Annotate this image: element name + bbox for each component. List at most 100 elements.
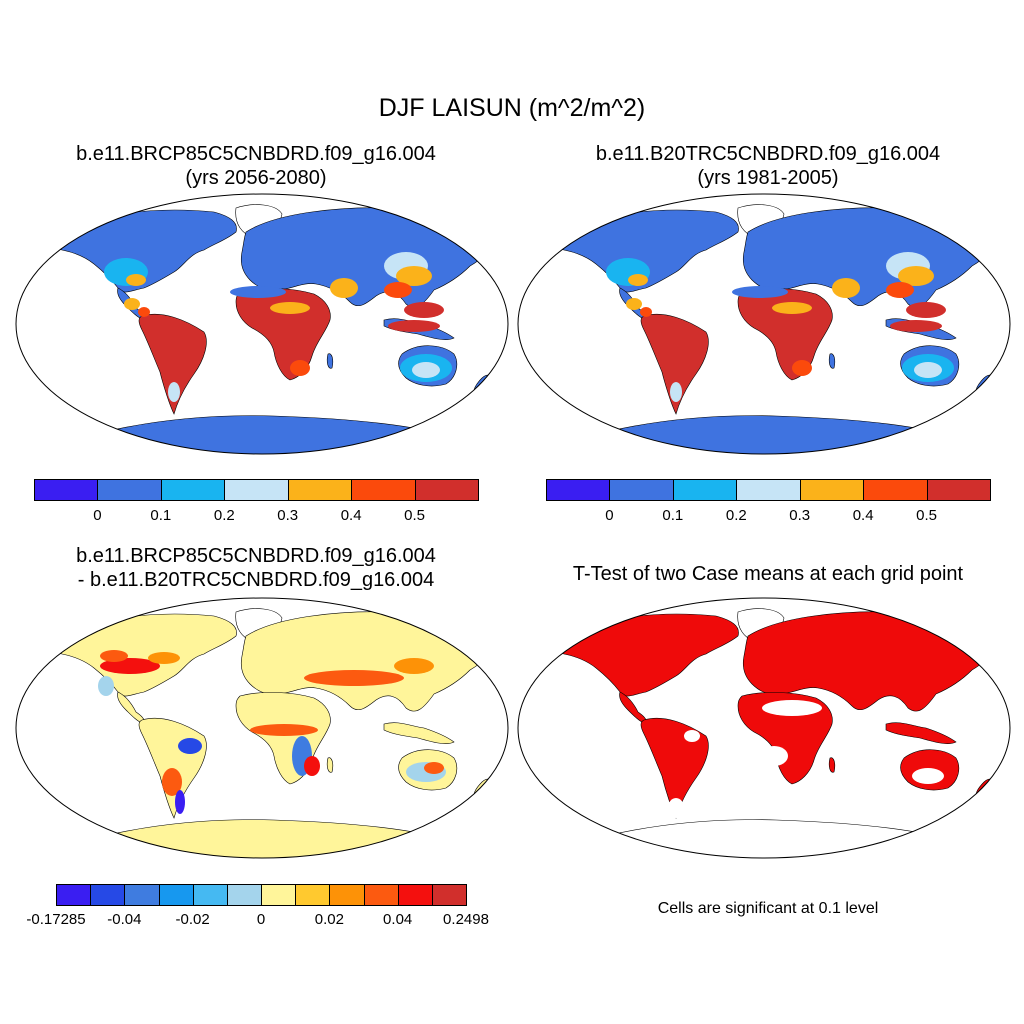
field-patch xyxy=(138,307,150,317)
continent-antarctica xyxy=(103,819,425,858)
field-patch xyxy=(886,282,914,298)
colorbar-difference xyxy=(56,884,468,906)
colorbar-swatch xyxy=(56,884,92,906)
panel3-title: b.e11.BRCP85C5CNBDRD.f09_g16.004 - b.e11… xyxy=(0,544,512,592)
field-patch xyxy=(628,274,648,286)
continent-indonesia xyxy=(885,722,957,744)
colorbar-swatch xyxy=(192,884,228,906)
field-patch xyxy=(290,360,310,376)
field-patch xyxy=(684,730,700,742)
field-patch xyxy=(906,302,946,318)
map-future-laisun xyxy=(15,193,509,455)
continent-nz xyxy=(473,374,492,399)
field-patch xyxy=(124,298,140,310)
panel2-title-line1: b.e11.B20TRC5CNBDRD.f09_g16.004 xyxy=(595,143,941,165)
colorbar-tick-label: 0.3 xyxy=(277,507,299,524)
colorbar-absolute-1 xyxy=(34,479,479,501)
continent-northAmerica xyxy=(52,209,237,293)
continent-africa xyxy=(235,288,331,381)
colorbar-swatch xyxy=(397,884,433,906)
field-patch xyxy=(100,658,160,674)
panel1-title-line2: (yrs 2056-2080) xyxy=(185,167,327,189)
continent-madagascar xyxy=(828,757,836,773)
field-patch xyxy=(772,302,812,314)
colorbar-tick-label: 0.2 xyxy=(725,507,747,524)
map-frame xyxy=(15,597,509,859)
field-patch xyxy=(626,298,642,310)
panel2-title-line2: (yrs 1981-2005) xyxy=(697,167,839,189)
colorbar-swatch xyxy=(261,884,297,906)
map-historical-laisun xyxy=(517,193,1011,455)
field-patch xyxy=(148,652,180,664)
continent-southAmerica xyxy=(138,313,207,415)
colorbar-tick-label: -0.02 xyxy=(175,911,210,928)
colorbar-swatch xyxy=(226,884,263,906)
map-frame xyxy=(517,193,1011,455)
colorbar-tick-label: 0.5 xyxy=(916,507,937,524)
significance-note: Cells are significant at 0.1 level xyxy=(657,900,879,917)
colorbar-absolute-2 xyxy=(546,479,991,501)
map-frame xyxy=(517,597,1011,859)
field-patch xyxy=(388,320,440,332)
continent-indonesia xyxy=(383,722,455,744)
field-patch xyxy=(912,768,944,784)
continent-centralAmerica xyxy=(619,691,647,725)
colorbar-tick-label: 0.5 xyxy=(404,507,425,524)
field-patch xyxy=(670,382,682,402)
field-patch xyxy=(762,700,822,716)
field-patch xyxy=(168,382,180,402)
panel4-title: T-Test of two Case means at each grid po… xyxy=(572,563,964,585)
continent-centralAmerica xyxy=(117,691,145,725)
colorbar-swatch xyxy=(158,884,194,906)
field-patch xyxy=(304,756,320,776)
colorbar-tick-label: -0.04 xyxy=(107,911,142,928)
map-ttest-significance xyxy=(517,597,1011,859)
continent-northAmerica xyxy=(554,209,739,293)
continent-northAmerica xyxy=(554,613,739,697)
colorbar-swatch xyxy=(90,884,126,906)
colorbar-swatch xyxy=(926,479,991,501)
figure-title: DJF LAISUN (m^2/m^2) xyxy=(378,94,646,122)
field-patch xyxy=(760,746,788,766)
field-patch xyxy=(126,274,146,286)
field-patch xyxy=(178,738,202,754)
field-patch xyxy=(668,798,684,818)
colorbar-tick-label: -0.17285 xyxy=(26,911,86,928)
continent-antarctica xyxy=(103,415,425,454)
colorbar-swatch xyxy=(97,479,162,501)
panel3-title-line1: b.e11.BRCP85C5CNBDRD.f09_g16.004 xyxy=(76,545,436,567)
field-patch xyxy=(412,362,440,378)
map-difference-laisun xyxy=(15,597,509,859)
field-patch xyxy=(898,266,934,286)
continent-nz xyxy=(975,374,994,399)
colorbar-swatch xyxy=(329,884,365,906)
field-patch xyxy=(394,658,434,674)
colorbar-swatch xyxy=(414,479,479,501)
continent-madagascar xyxy=(326,353,334,369)
colorbar-tick-label: 0.4 xyxy=(852,507,874,524)
colorbar-swatch xyxy=(363,884,399,906)
continent-northAmerica xyxy=(52,613,237,697)
continent-nz xyxy=(473,778,492,803)
colorbar-tick-label: 0.1 xyxy=(150,507,172,524)
colorbar-tick-label: 0.3 xyxy=(789,507,811,524)
colorbar-tick-label: 0.2 xyxy=(213,507,235,524)
map-frame xyxy=(15,193,509,455)
colorbar-swatch xyxy=(124,884,160,906)
panel2-title: b.e11.B20TRC5CNBDRD.f09_g16.004 (yrs 198… xyxy=(512,142,1024,190)
panel1-title: b.e11.BRCP85C5CNBDRD.f09_g16.004 (yrs 20… xyxy=(0,142,512,190)
colorbar-swatch xyxy=(34,479,99,501)
field-patch xyxy=(424,762,444,774)
colorbar-swatch xyxy=(546,479,611,501)
field-patch xyxy=(732,286,788,298)
colorbar-swatch xyxy=(609,479,674,501)
colorbar-swatch xyxy=(672,479,738,501)
colorbar-swatch xyxy=(160,479,226,501)
colorbar-swatch xyxy=(736,479,801,501)
continent-antarctica xyxy=(605,819,927,858)
field-patch xyxy=(384,282,412,298)
field-patch xyxy=(914,362,942,378)
colorbar-tick-label: 0.4 xyxy=(340,507,362,524)
field-patch xyxy=(304,670,404,686)
field-patch xyxy=(98,676,114,696)
